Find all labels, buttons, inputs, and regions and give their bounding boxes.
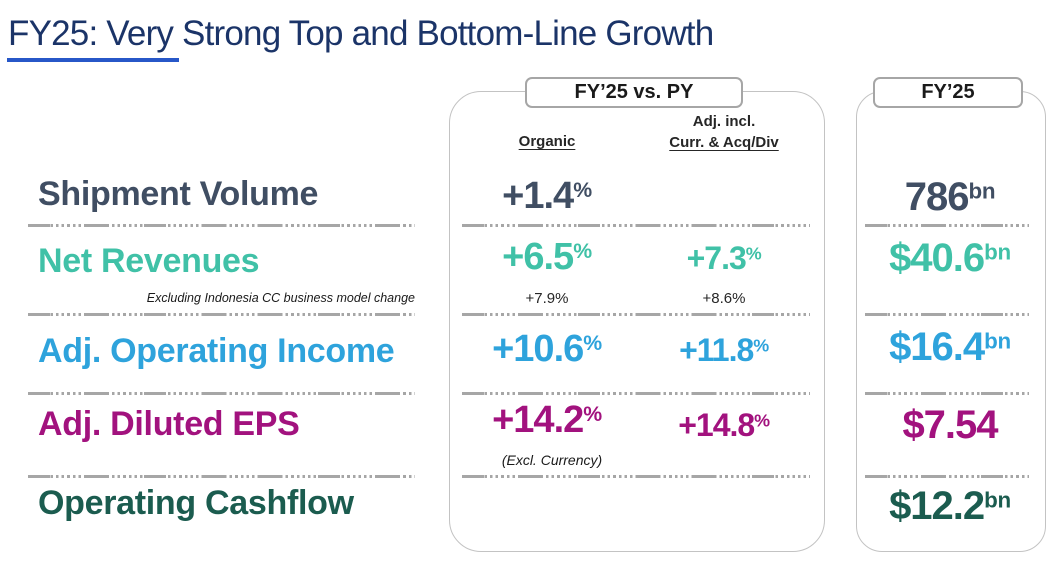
value-text: +1.4 [502, 175, 574, 217]
row-divider [462, 224, 810, 227]
row-divider [28, 392, 415, 395]
net-revenues-adjusted-subvalue: +8.6% [702, 290, 746, 307]
percent-superscript: % [753, 335, 769, 356]
column-header-organic-label: Organic [518, 133, 576, 150]
title-underline-accent [7, 58, 179, 62]
net-revenues-organic-value: +6.5% [447, 238, 647, 276]
value-text: +14.2 [492, 399, 584, 441]
adj-diluted-eps-fy25-value: $7.54 [850, 405, 1050, 445]
row-divider [865, 224, 1029, 227]
metric-label-operating-cashflow: Operating Cashflow [38, 484, 354, 522]
percent-superscript: % [573, 177, 592, 202]
column-header-organic: Organic [447, 131, 647, 152]
adj-diluted-eps-organic-note: (Excl. Currency) [501, 452, 603, 468]
row-divider [462, 475, 810, 478]
bn-superscript: bn [984, 328, 1011, 354]
metric-label-net-revenues: Net Revenues [38, 242, 260, 280]
metric-label-adj-diluted-eps: Adj. Diluted EPS [38, 405, 300, 443]
percent-superscript: % [754, 410, 770, 431]
row-divider [28, 475, 415, 478]
column-header-adjusted: Adj. incl. Curr. & Acq/Div [624, 111, 824, 153]
value-text: +11.8 [679, 332, 754, 368]
metric-label-shipment-volume: Shipment Volume [38, 175, 319, 213]
percent-superscript: % [583, 401, 602, 426]
value-text: +6.5 [502, 236, 574, 278]
bn-superscript: bn [984, 487, 1011, 513]
value-text: +14.8 [678, 407, 755, 443]
net-revenues-organic-subvalue: +7.9% [525, 290, 569, 307]
net-revenues-footnote: Excluding Indonesia CC business model ch… [146, 291, 415, 305]
adj-operating-income-organic-value: +10.6% [447, 330, 647, 368]
operating-cashflow-fy25-value: $12.2bn [850, 486, 1050, 526]
adj-diluted-eps-adjusted-value: +14.8% [624, 409, 824, 441]
adj-operating-income-fy25-value: $16.4bn [850, 327, 1050, 367]
actuals-panel-label: FY’25 [873, 77, 1023, 108]
row-divider [865, 392, 1029, 395]
row-divider [28, 313, 415, 316]
value-text: +10.6 [492, 328, 584, 370]
percent-superscript: % [573, 238, 592, 263]
net-revenues-fy25-value: $40.6bn [850, 238, 1050, 278]
value-text: +7.3 [686, 240, 747, 276]
metric-label-adj-operating-income: Adj. Operating Income [38, 332, 395, 370]
percent-superscript: % [745, 243, 762, 264]
value-text: 786 [904, 175, 970, 219]
column-header-adjusted-line2: Curr. & Acq/Div [669, 134, 779, 151]
value-text: $16.4 [889, 325, 985, 369]
bn-superscript: bn [984, 239, 1011, 265]
row-divider [865, 475, 1029, 478]
slide-title: FY25: Very Strong Top and Bottom-Line Gr… [8, 14, 714, 53]
adj-diluted-eps-organic-value: +14.2% [447, 401, 647, 439]
value-text: $12.2 [889, 484, 985, 528]
comparison-panel-label: FY’25 vs. PY [525, 77, 743, 108]
row-divider [462, 313, 810, 316]
row-divider [462, 392, 810, 395]
row-divider [28, 224, 415, 227]
value-text: $40.6 [889, 236, 985, 280]
bn-superscript: bn [968, 178, 996, 204]
column-header-adjusted-line1: Adj. incl. [692, 113, 756, 130]
actuals-panel [856, 91, 1046, 552]
shipment-volume-fy25-value: 786bn [850, 177, 1050, 217]
adj-operating-income-adjusted-value: +11.8% [624, 334, 824, 366]
percent-superscript: % [583, 330, 602, 355]
comparison-panel [449, 91, 825, 552]
shipment-volume-organic-value: +1.4% [447, 177, 647, 215]
net-revenues-adjusted-value: +7.3% [624, 242, 824, 274]
row-divider [865, 313, 1029, 316]
value-text: $7.54 [902, 403, 998, 447]
